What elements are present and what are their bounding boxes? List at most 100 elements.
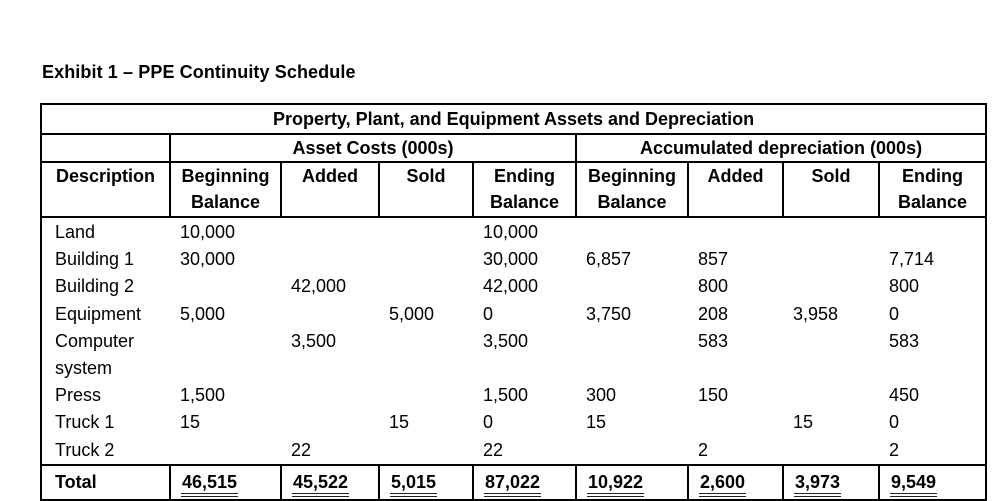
- cell: 15: [180, 412, 201, 433]
- cell: 3,750: [586, 303, 632, 324]
- cell: [783, 217, 879, 246]
- cell: [688, 217, 783, 246]
- cell: 30,000: [180, 249, 236, 270]
- cell: 7,714: [889, 249, 935, 270]
- cell: 3,958: [793, 303, 839, 324]
- cell: 150: [698, 385, 729, 406]
- total-row: Total 46,515 45,522 5,015 87,022 10,922 …: [40, 463, 988, 501]
- cell: [170, 273, 281, 300]
- total-value: 10,922: [587, 471, 645, 498]
- cell: 10,000: [180, 222, 236, 242]
- cell: [379, 273, 473, 300]
- cell: [170, 328, 281, 382]
- cell: 15: [586, 412, 607, 433]
- cell: [576, 273, 688, 300]
- cell: [379, 246, 473, 273]
- cell: [379, 437, 473, 465]
- total-cell: 5,015: [378, 463, 474, 501]
- table-row-land: Land 10,000 10,000: [41, 217, 986, 246]
- total-cell: 10,922: [575, 463, 689, 501]
- cell: [379, 328, 473, 382]
- group-header-accumulated-depreciation: Accumulated depreciation (000s): [574, 134, 987, 163]
- group-header-asset-costs: Asset Costs (000s): [169, 134, 576, 163]
- row-description: Land: [55, 222, 96, 242]
- cell: 0: [483, 303, 494, 324]
- row-description: Building 2: [55, 276, 135, 297]
- column-header-beginning-balance-assets: Beginning Balance: [169, 161, 282, 218]
- cell: 208: [698, 303, 729, 324]
- cell: [170, 437, 281, 465]
- column-header-description: Description: [40, 161, 171, 218]
- cell: [783, 437, 879, 465]
- total-value: 45,522: [292, 471, 350, 498]
- column-header-beginning-balance-depreciation: Beginning Balance: [575, 161, 689, 218]
- cell: 6,857: [586, 249, 632, 270]
- cell: 857: [698, 249, 729, 270]
- row-description: Truck 2: [55, 439, 115, 460]
- cell: [281, 409, 379, 436]
- cell: [879, 217, 986, 246]
- total-cell: 2,600: [687, 463, 784, 501]
- cell: [281, 301, 379, 328]
- row-description: Press: [55, 385, 102, 406]
- cell: 10,000: [483, 222, 539, 242]
- cell: 1,500: [180, 385, 226, 406]
- cell: [576, 217, 688, 246]
- table-row-truck-1: Truck 1 15 15 0 15 15 0: [41, 409, 986, 436]
- total-value: 46,515: [181, 471, 239, 498]
- cell: 583: [889, 330, 920, 351]
- cell: 2: [698, 439, 709, 460]
- cell: 30,000: [483, 249, 539, 270]
- cell: 583: [698, 330, 729, 351]
- row-description: Equipment: [55, 303, 142, 324]
- cell: [783, 328, 879, 382]
- cell: 15: [389, 412, 410, 433]
- total-cell: 87,022: [472, 463, 577, 501]
- table-title-row: Property, Plant, and Equipment Assets an…: [41, 104, 987, 135]
- cell: 450: [889, 385, 920, 406]
- total-value: 9,549: [890, 471, 938, 498]
- total-value: 3,973: [794, 471, 842, 498]
- total-value: 2,600: [699, 471, 747, 498]
- table-title: Property, Plant, and Equipment Assets an…: [41, 104, 987, 135]
- cell: 0: [483, 412, 494, 433]
- cell: [576, 437, 688, 465]
- cell: 5,000: [180, 303, 226, 324]
- cell: [783, 382, 879, 409]
- cell: 0: [889, 303, 900, 324]
- column-header-sold-assets: Sold: [378, 161, 474, 218]
- row-description: Computer system: [55, 330, 135, 379]
- cell: 800: [889, 276, 920, 297]
- table-row-computer-system: Computer system 3,500 3,500 583 583: [41, 328, 986, 382]
- cell: [688, 409, 783, 436]
- total-value: 5,015: [390, 471, 438, 498]
- table-row-building-1: Building 1 30,000 30,000 6,857 857 7,714: [41, 246, 986, 273]
- total-cell: 3,973: [782, 463, 880, 501]
- row-description: Building 1: [55, 249, 135, 270]
- cell: 300: [586, 385, 617, 406]
- total-label: Total: [40, 463, 171, 501]
- cell: 3,500: [291, 330, 337, 351]
- cell: [783, 273, 879, 300]
- column-header-row: Description Beginning Balance Added Sold…: [40, 161, 988, 218]
- cell: [281, 246, 379, 273]
- cell: 800: [698, 276, 729, 297]
- corner-empty-cell: [41, 134, 170, 163]
- total-value: 87,022: [484, 471, 542, 498]
- total-cell: 45,522: [280, 463, 380, 501]
- column-header-ending-balance-depreciation: Ending Balance: [877, 161, 988, 218]
- cell: [281, 382, 379, 409]
- cell: 42,000: [483, 276, 539, 297]
- cell: 15: [793, 412, 814, 433]
- cell: [783, 246, 879, 273]
- table-row-truck-2: Truck 2 22 22 2 2: [41, 437, 986, 465]
- column-header-sold-depreciation: Sold: [782, 161, 880, 218]
- column-header-ending-balance-assets: Ending Balance: [472, 161, 577, 218]
- cell: 2: [889, 439, 900, 460]
- table-row-equipment: Equipment 5,000 5,000 0 3,750 208 3,958 …: [41, 301, 986, 328]
- cell: 3,500: [483, 330, 529, 351]
- cell: 5,000: [389, 303, 435, 324]
- cell: 1,500: [483, 385, 529, 406]
- cell: 22: [483, 439, 504, 460]
